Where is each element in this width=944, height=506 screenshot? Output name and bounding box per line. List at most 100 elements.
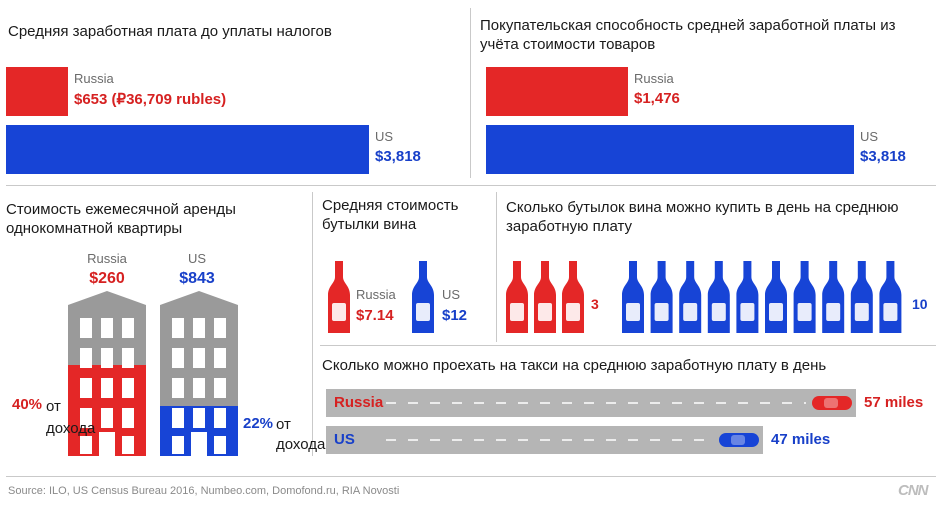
taxi-title: Сколько можно проехать на такси на средн… — [322, 357, 827, 374]
building-us-window — [193, 318, 205, 338]
salary-title: Средняя заработная плата до уплаты налог… — [8, 23, 332, 40]
salary-bar-us — [6, 125, 369, 174]
purchasing-bar-us — [486, 125, 854, 174]
wine-count-bottle-russia-label — [538, 303, 552, 321]
building-russia-window — [80, 378, 92, 398]
building-russia-window — [101, 318, 113, 338]
wine-count-title: Сколько бутылок вина можно купить в день… — [506, 199, 899, 235]
wine-count-bottle-us-label — [683, 303, 698, 321]
building-us — [160, 291, 238, 456]
building-russia-window — [101, 348, 113, 368]
building-russia-roof — [68, 291, 146, 305]
building-russia — [68, 291, 146, 456]
salary-value-us: $3,818 — [375, 148, 421, 165]
rent-share-us-value: 22% — [243, 415, 274, 432]
purchasing-label-us: US — [860, 129, 879, 144]
wine-bottle-us-shape-label — [416, 303, 430, 321]
rent-share-us-suffix-wrap: от дохода — [240, 415, 326, 455]
wine-bottle-russia — [328, 261, 350, 333]
building-russia-window — [80, 408, 92, 428]
source-note: Source: ILO, US Census Bureau 2016, Numb… — [8, 485, 400, 497]
divider-bottom-left-vertical — [312, 192, 313, 456]
wine-price-label-russia: Russia — [356, 287, 396, 302]
building-us-window — [214, 348, 226, 368]
rent-share-us-suffix: от дохода — [276, 416, 326, 453]
rent-share-russia-value: 40% — [12, 396, 43, 413]
building-us-window — [172, 408, 184, 428]
wine-price-bottles — [328, 261, 434, 333]
wine-count-bottle-us-label — [654, 303, 669, 321]
wine-count-bottle-us-label — [769, 303, 783, 321]
taxi-car-us-icon — [719, 433, 759, 447]
purchasing-value-russia: $1,476 — [634, 90, 680, 107]
taxi-label-us: US — [334, 431, 355, 448]
divider-taxi-horizontal — [320, 345, 936, 346]
purchasing-title: Покупательская способность средней зараб… — [480, 17, 896, 53]
building-us-window — [193, 408, 205, 428]
building-us-window — [214, 436, 226, 454]
divider-middle-horizontal — [6, 185, 936, 186]
wine-count-bottle-us-label — [797, 303, 812, 321]
salary-label-russia: Russia — [74, 71, 114, 86]
building-us-roof — [160, 291, 238, 305]
rent-value-us: $843 — [179, 270, 215, 287]
wine-bottle-russia-shape-label — [332, 303, 346, 321]
cnn-logo: CNN — [898, 482, 928, 499]
wine-price-value-russia: $7.14 — [356, 307, 394, 324]
building-russia-window — [80, 318, 92, 338]
building-russia-window — [80, 436, 92, 454]
wine-count-bottle-us-label — [883, 303, 898, 321]
building-russia-window — [122, 318, 134, 338]
building-russia-window — [122, 408, 134, 428]
building-russia-window — [101, 378, 113, 398]
rent-share-russia-suffix: от дохода — [46, 398, 96, 437]
wine-bottle-us — [412, 261, 434, 333]
rent-share-russia-suffix-wrap: от дохода — [4, 396, 96, 440]
wine-count-bottles — [506, 261, 902, 333]
building-us-door — [191, 432, 207, 456]
building-russia-window — [80, 348, 92, 368]
wine-count-bottle-russia-label — [566, 303, 580, 321]
divider-wine-vertical — [496, 192, 497, 342]
building-us-window — [172, 436, 184, 454]
wine-count-bottle-us-label — [711, 303, 726, 321]
building-us-window — [172, 348, 184, 368]
rent-share-us: 22% — [243, 415, 273, 432]
building-russia-window — [122, 378, 134, 398]
purchasing-value-us: $3,818 — [860, 148, 906, 165]
wine-count-bottle-us-label — [854, 303, 869, 321]
rent-share-russia: 40% — [12, 396, 42, 413]
rent-title: Стоимость ежемесячной аренды однокомнатн… — [6, 201, 236, 237]
wine-count-bottle-russia-label — [510, 303, 524, 321]
rent-label-russia: Russia — [87, 251, 127, 266]
wine-count-value-russia: 3 — [591, 296, 599, 312]
taxi-value-us: 47 miles — [771, 431, 831, 448]
taxi-car-russia-icon — [812, 396, 852, 410]
divider-top-vertical — [470, 8, 471, 178]
building-russia-door — [99, 432, 115, 456]
purchasing-bar-russia — [486, 67, 628, 116]
salary-label-us: US — [375, 129, 394, 144]
taxi-car-window-russia — [824, 398, 838, 408]
purchasing-label-russia: Russia — [634, 71, 674, 86]
building-us-window — [193, 378, 205, 398]
building-russia-window — [122, 348, 134, 368]
salary-bar-russia — [6, 67, 68, 116]
taxi-car-window-us — [731, 435, 745, 445]
building-us-window — [172, 378, 184, 398]
wine-count-bottle-us-label — [740, 303, 755, 321]
divider-footer — [6, 476, 936, 477]
wine-count-bottle-us-label — [626, 303, 640, 321]
rent-value-russia: $260 — [89, 270, 125, 287]
salary-value-russia: $653 (₽36,709 rubles) — [74, 91, 227, 108]
taxi-label-russia: Russia — [334, 394, 384, 411]
building-russia-window — [101, 408, 113, 428]
building-us-window — [214, 318, 226, 338]
wine-price-title: Средняя стоимость бутылки вина — [322, 197, 459, 233]
wine-count-value-us: 10 — [912, 296, 928, 312]
taxi-value-russia: 57 miles — [864, 394, 924, 411]
wine-price-value-us: $12 — [442, 307, 468, 324]
wine-count-bottle-us-label — [826, 303, 841, 321]
